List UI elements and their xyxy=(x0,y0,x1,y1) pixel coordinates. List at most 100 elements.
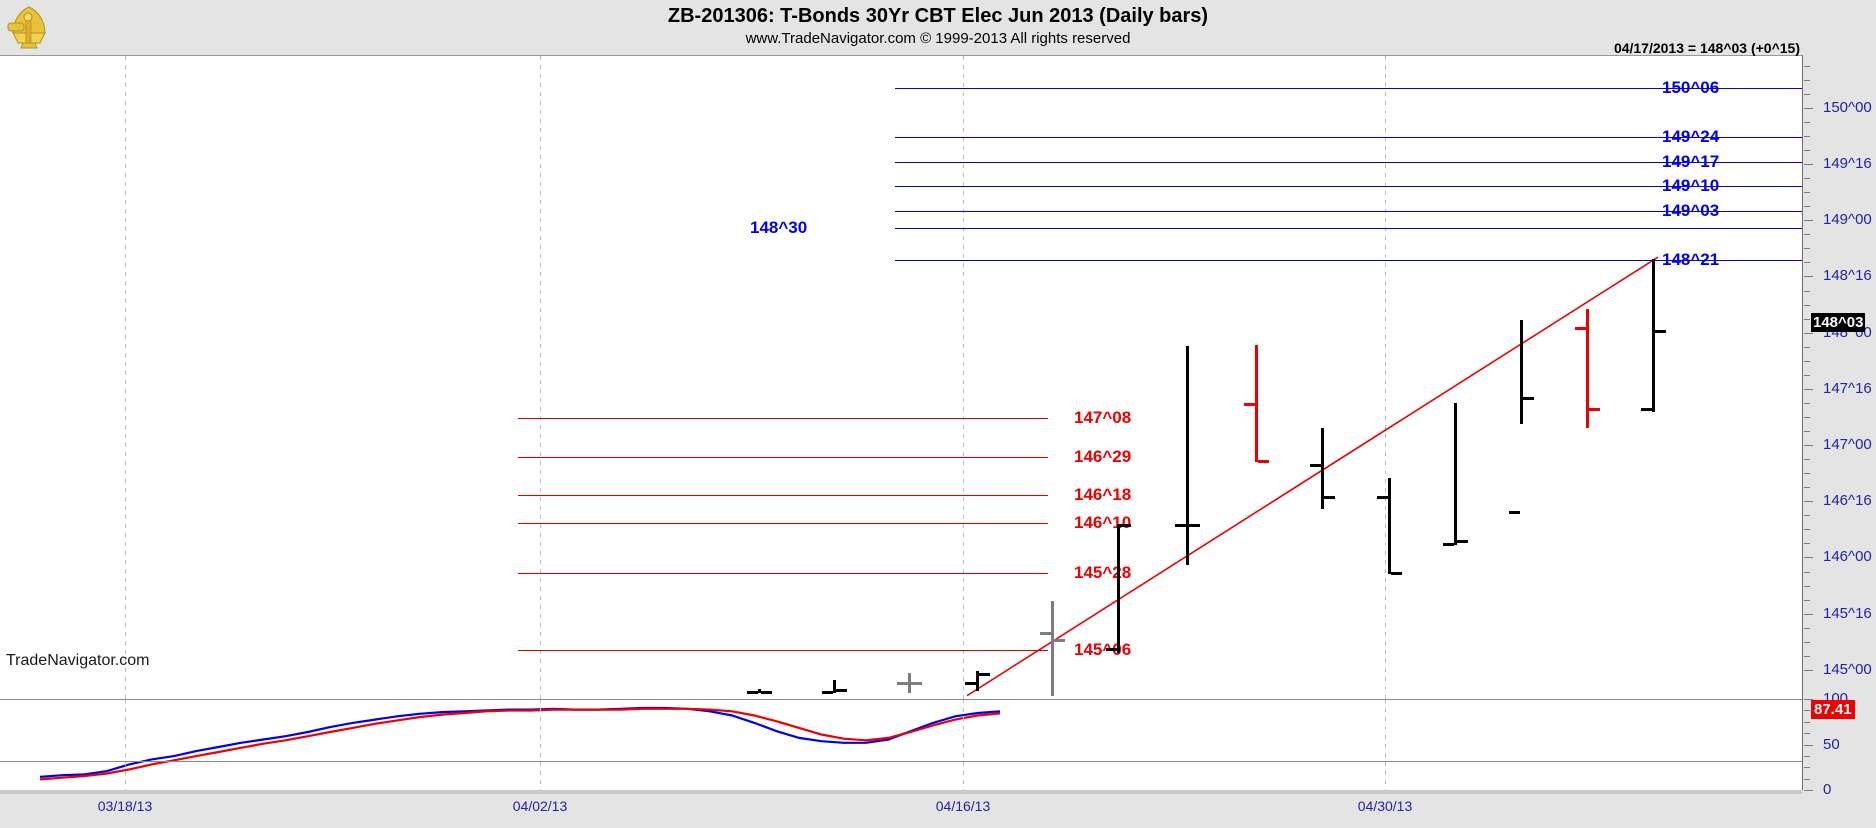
stoch-axis-minor-tick xyxy=(1804,721,1810,723)
price-axis-minor-tick xyxy=(1804,178,1810,180)
ohlc-bar-range xyxy=(908,673,912,694)
ohlc-bar xyxy=(1040,601,1066,696)
price-axis-minor-tick xyxy=(1804,571,1810,573)
support-line-label: 146^18 xyxy=(1074,485,1132,505)
trendline xyxy=(966,256,1659,697)
date-axis-label: 04/02/13 xyxy=(512,798,568,814)
stoch-axis-label: 50 xyxy=(1823,735,1840,753)
ohlc-bar-close-tick xyxy=(1189,523,1201,527)
price-axis-label: 147^16 xyxy=(1823,379,1872,397)
resistance-line[interactable] xyxy=(895,210,1802,212)
price-axis-minor-tick xyxy=(1804,234,1810,236)
stoch-axis-minor-tick xyxy=(1804,778,1810,780)
price-axis-minor-tick xyxy=(1804,416,1810,418)
ohlc-bar-close-tick xyxy=(1588,407,1600,411)
gridline-vertical xyxy=(125,699,126,790)
price-axis-minor-tick xyxy=(1804,290,1810,292)
support-line-label: 145^28 xyxy=(1074,562,1132,582)
support-line[interactable] xyxy=(518,456,1048,458)
ohlc-bar-close-tick xyxy=(761,691,773,695)
chart-title: ZB-201306: T-Bonds 30Yr CBT Elec Jun 201… xyxy=(667,5,1209,27)
stochastic-curves xyxy=(39,706,1001,781)
ohlc-bar-open-tick xyxy=(747,691,759,695)
price-axis-minor-tick xyxy=(1804,655,1810,657)
ohlc-bar-open-tick xyxy=(1040,631,1052,635)
price-axis-label: 149^16 xyxy=(1823,155,1872,173)
ohlc-bar-open-tick xyxy=(1442,542,1454,546)
ohlc-bar-close-tick xyxy=(1120,523,1132,527)
price-axis-minor-tick xyxy=(1804,65,1810,67)
price-chart-pane[interactable]: 150^06 149^24 149^17 149^10 149^03 148^30 148^… xyxy=(0,55,1802,700)
price-axis-minor-tick xyxy=(1804,93,1810,95)
price-axis-tick xyxy=(1804,613,1813,615)
support-line[interactable] xyxy=(518,417,1048,419)
support-line[interactable] xyxy=(518,649,1048,651)
chart-header: ZB-201306: T-Bonds 30Yr CBT Elec Jun 201… xyxy=(0,0,1876,55)
ohlc-bar-close-tick xyxy=(911,682,923,686)
resistance-line[interactable] xyxy=(895,161,1802,163)
resistance-line[interactable] xyxy=(895,87,1802,89)
last-price-badge: 148^03 xyxy=(1811,312,1866,332)
ohlc-bar xyxy=(1640,259,1666,413)
price-axis-tick xyxy=(1804,501,1813,503)
ohlc-bar-range xyxy=(1453,403,1457,545)
price-axis-minor-tick xyxy=(1804,627,1810,629)
ohlc-bar-range xyxy=(833,679,837,694)
resistance-line-label: 149^03 xyxy=(1662,200,1720,220)
resistance-line[interactable] xyxy=(895,136,1802,138)
support-line[interactable] xyxy=(518,495,1048,497)
stochastic-pane[interactable]: StochD (3) StochK (14,3) xyxy=(0,699,1802,790)
ohlc-bar xyxy=(965,670,991,692)
last-quote-info: 04/17/2013 = 148^03 (+0^15) xyxy=(1613,40,1800,56)
ohlc-bar-open-tick xyxy=(1244,403,1256,407)
support-line-label: 146^29 xyxy=(1074,446,1132,466)
gridline-vertical xyxy=(963,56,964,699)
gridline-vertical xyxy=(540,56,541,699)
ohlc-bar-open-tick xyxy=(897,682,909,686)
date-axis-label: 04/30/13 xyxy=(1357,798,1413,814)
price-axis-minor-tick xyxy=(1804,529,1810,531)
resistance-line[interactable] xyxy=(895,228,1802,230)
price-axis-tick xyxy=(1804,332,1813,334)
support-line[interactable] xyxy=(518,523,1048,525)
price-axis-tick xyxy=(1804,220,1813,222)
price-axis[interactable]: 150^00 149^16 149^00 148^16 148^00 147^16 147^… xyxy=(1802,55,1876,798)
price-axis-tick xyxy=(1804,276,1813,278)
resistance-line[interactable] xyxy=(895,259,1802,261)
support-line[interactable] xyxy=(518,572,1048,574)
price-axis-tick xyxy=(1804,107,1813,109)
stochastic-series-line xyxy=(39,706,1001,778)
date-axis[interactable]: 03/18/13 04/02/13 04/16/13 04/30/13 xyxy=(0,794,1876,828)
resistance-line-label: 149^10 xyxy=(1662,176,1720,196)
price-axis-tick xyxy=(1804,669,1813,671)
price-axis-label: 146^16 xyxy=(1823,492,1872,510)
price-axis-label: 145^00 xyxy=(1823,660,1872,678)
ohlc-bar xyxy=(1106,523,1132,653)
price-axis-minor-tick xyxy=(1804,641,1810,643)
ohlc-bar-close-tick xyxy=(1054,639,1066,643)
price-axis-minor-tick xyxy=(1804,360,1810,362)
ohlc-bar-range xyxy=(1519,320,1523,424)
ohlc-bar-open-tick xyxy=(822,691,834,695)
ohlc-bar xyxy=(897,673,923,694)
ohlc-bar-range xyxy=(1387,477,1391,575)
gridline-vertical xyxy=(963,699,964,790)
resistance-line[interactable] xyxy=(895,186,1802,188)
price-axis-minor-tick xyxy=(1804,473,1810,475)
ohlc-bar-open-tick xyxy=(1310,464,1322,468)
price-axis-tick xyxy=(1804,445,1813,447)
gridline-vertical xyxy=(1385,56,1386,699)
pane-separator xyxy=(0,790,1802,794)
price-axis-minor-tick xyxy=(1804,206,1810,208)
ohlc-bar xyxy=(747,688,773,695)
price-axis-label: 149^00 xyxy=(1823,211,1872,229)
ohlc-bar-range xyxy=(1585,308,1589,429)
chart-subtitle: www.TradeNavigator.com © 1999-2013 All r… xyxy=(745,30,1131,47)
price-axis-label: 146^00 xyxy=(1823,548,1872,566)
support-line-label: 147^08 xyxy=(1074,407,1132,427)
ohlc-bar-close-tick xyxy=(1456,540,1468,544)
stochastic-series-line xyxy=(39,707,1001,781)
support-line-label: 146^10 xyxy=(1074,513,1132,533)
ohlc-bar-range xyxy=(1321,428,1325,509)
